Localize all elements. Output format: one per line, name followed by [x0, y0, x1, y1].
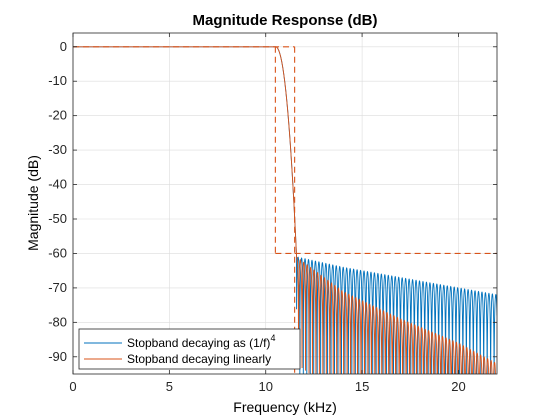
y-tick-label: 0 — [60, 39, 67, 54]
x-tick-label: 0 — [69, 379, 76, 394]
y-tick-label: -10 — [48, 73, 67, 88]
spec-mask — [73, 46, 497, 374]
y-tick-label: -90 — [48, 349, 67, 364]
y-tick-label: -70 — [48, 280, 67, 295]
y-tick-label: -50 — [48, 211, 67, 226]
y-tick-label: -20 — [48, 108, 67, 123]
ticks: 0 5 10 15 20 0 -10 -20 -30 -40 -50 -60 -70 -80 -90 — [48, 33, 497, 394]
y-tick-label: -60 — [48, 245, 67, 260]
y-tick-label: -40 — [48, 177, 67, 192]
chart-title: Magnitude Response (dB) — [192, 12, 377, 29]
y-axis-label: Magnitude (dB) — [25, 155, 41, 251]
legend-label-series-2: Stopband decaying linearly — [127, 352, 271, 366]
plot-frame — [72, 32, 498, 375]
legend-box — [78, 328, 301, 370]
x-tick-label: 15 — [355, 379, 369, 394]
x-tick-label: 10 — [258, 379, 272, 394]
legend-label-series-1: Stopband decaying as (1/f)4 — [127, 333, 275, 350]
plot-area — [73, 33, 497, 374]
y-tick-label: -80 — [48, 314, 67, 329]
x-tick-label: 5 — [166, 379, 173, 394]
x-tick-label: 20 — [451, 379, 465, 394]
y-tick-label: -30 — [48, 142, 67, 157]
legend: Stopband decaying as (1/f)4 Stopband dec… — [78, 328, 301, 370]
x-axis-label: Frequency (kHz) — [233, 399, 336, 415]
